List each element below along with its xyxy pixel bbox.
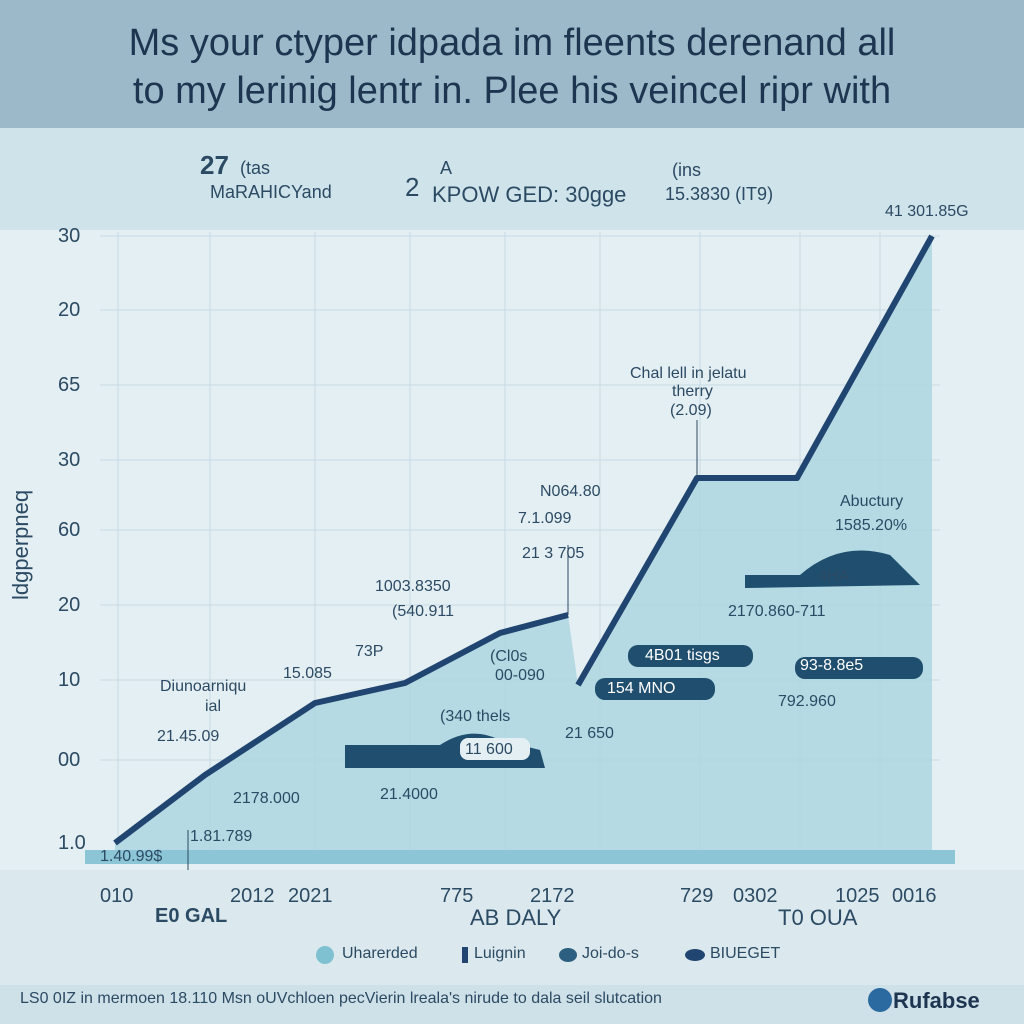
title-line: Ms your ctyper idpada im fleents derenan… [128,22,896,64]
logo: Rufabse [893,988,980,1013]
stat: KPOW GED: 30gge [432,182,627,207]
annotation: 21.4000 [380,786,438,803]
x-group: E0 GAL [155,905,228,927]
footer-text: LS0 0IZ in mermoen 18.110 Msn oUVchloen … [20,990,662,1007]
legend-entry: Luignin [474,945,526,962]
annotation: 792.960 [778,693,836,710]
annotation: 00-090 [495,667,545,684]
annotation: ial [205,698,222,715]
annotation: 1.81.789 [190,828,253,845]
annotation: 21 650 [565,725,614,742]
annotation: 2178.000 [233,790,300,807]
x-tick-label: 2012 [230,885,275,907]
stat: (ins [672,160,702,180]
annotation: Diunoarniqu [160,678,247,695]
annotation: 7.1.099 [518,510,572,527]
stat: MaRAHICYand [210,182,332,202]
annotation: therry [672,383,713,400]
y-tick-label: 20 [58,299,81,321]
x-tick-label: 775 [440,885,474,907]
annotation: (540.911 [392,603,454,620]
x-tick-label: 2172 [530,885,575,907]
y-tick-label: 20 [58,594,81,616]
annotation: 154 MNO [607,680,676,697]
legend-entry: Uharerded [342,945,418,962]
y-tick-label: 60 [58,519,81,541]
x-tick-label: 010 [100,885,134,907]
header: Ms your ctyper idpada im fleents derenan… [0,0,1024,128]
x-tick-label: 2021 [288,885,333,907]
annotation: 41 301.85G [885,203,969,220]
annotation: 4B01 tisgs [645,647,720,664]
annotation: Abuctury [840,493,904,510]
y-tick-label: 00 [58,749,81,771]
annotation: 21 3 705 [522,545,585,562]
annotation: 93-8.8e5 [800,657,864,674]
stat: (tas [240,158,271,178]
stat: A [440,158,453,178]
annotation: 1003.8350 [375,578,451,595]
x-tick-label: 0302 [733,885,778,907]
x-tick-label: 0016 [892,885,937,907]
legend-entry: Joi-do-s [582,945,639,962]
x-tick-label: 1025 [835,885,880,907]
x-group: T0 OUA [778,905,858,930]
annotation: 2170.860-711 [728,603,826,620]
annotation: 21.45.09 [157,728,220,745]
annotation: 15.085 [283,665,332,682]
y-tick-label: 30 [58,449,81,471]
y-tick-label: 30 [58,225,81,247]
annotation: Chal lell in jelatu [630,365,747,382]
y-tick-label: 1.0 [58,832,86,854]
y-tick-label: 65 [58,374,81,396]
stat: 2 [405,172,420,202]
annotation: 73P [355,643,384,660]
annotation: 4HA [818,568,850,585]
stat: 27 [200,150,229,180]
legend-entry: BIUEGET [710,945,781,962]
annotation: 1585.20% [835,517,908,534]
x-group: AB DALY [470,905,562,930]
y-tick-label: 10 [58,669,81,691]
stat: 15.3830 (IT9) [665,184,774,204]
y-axis-label: ldgperpneq [8,489,33,600]
title-line: to my lerinig lentr in. Plee his veincel… [132,70,892,112]
stats-band [0,128,1024,230]
annotation: 1.40.99$ [100,848,163,865]
annotation: N064.80 [540,483,601,500]
x-tick-label: 729 [680,885,714,907]
annotation: 11 600 [465,741,513,758]
annotation: (Cl0s [490,648,528,665]
annotation: (340 thels [440,708,511,725]
annotation: (2.09) [670,402,712,419]
